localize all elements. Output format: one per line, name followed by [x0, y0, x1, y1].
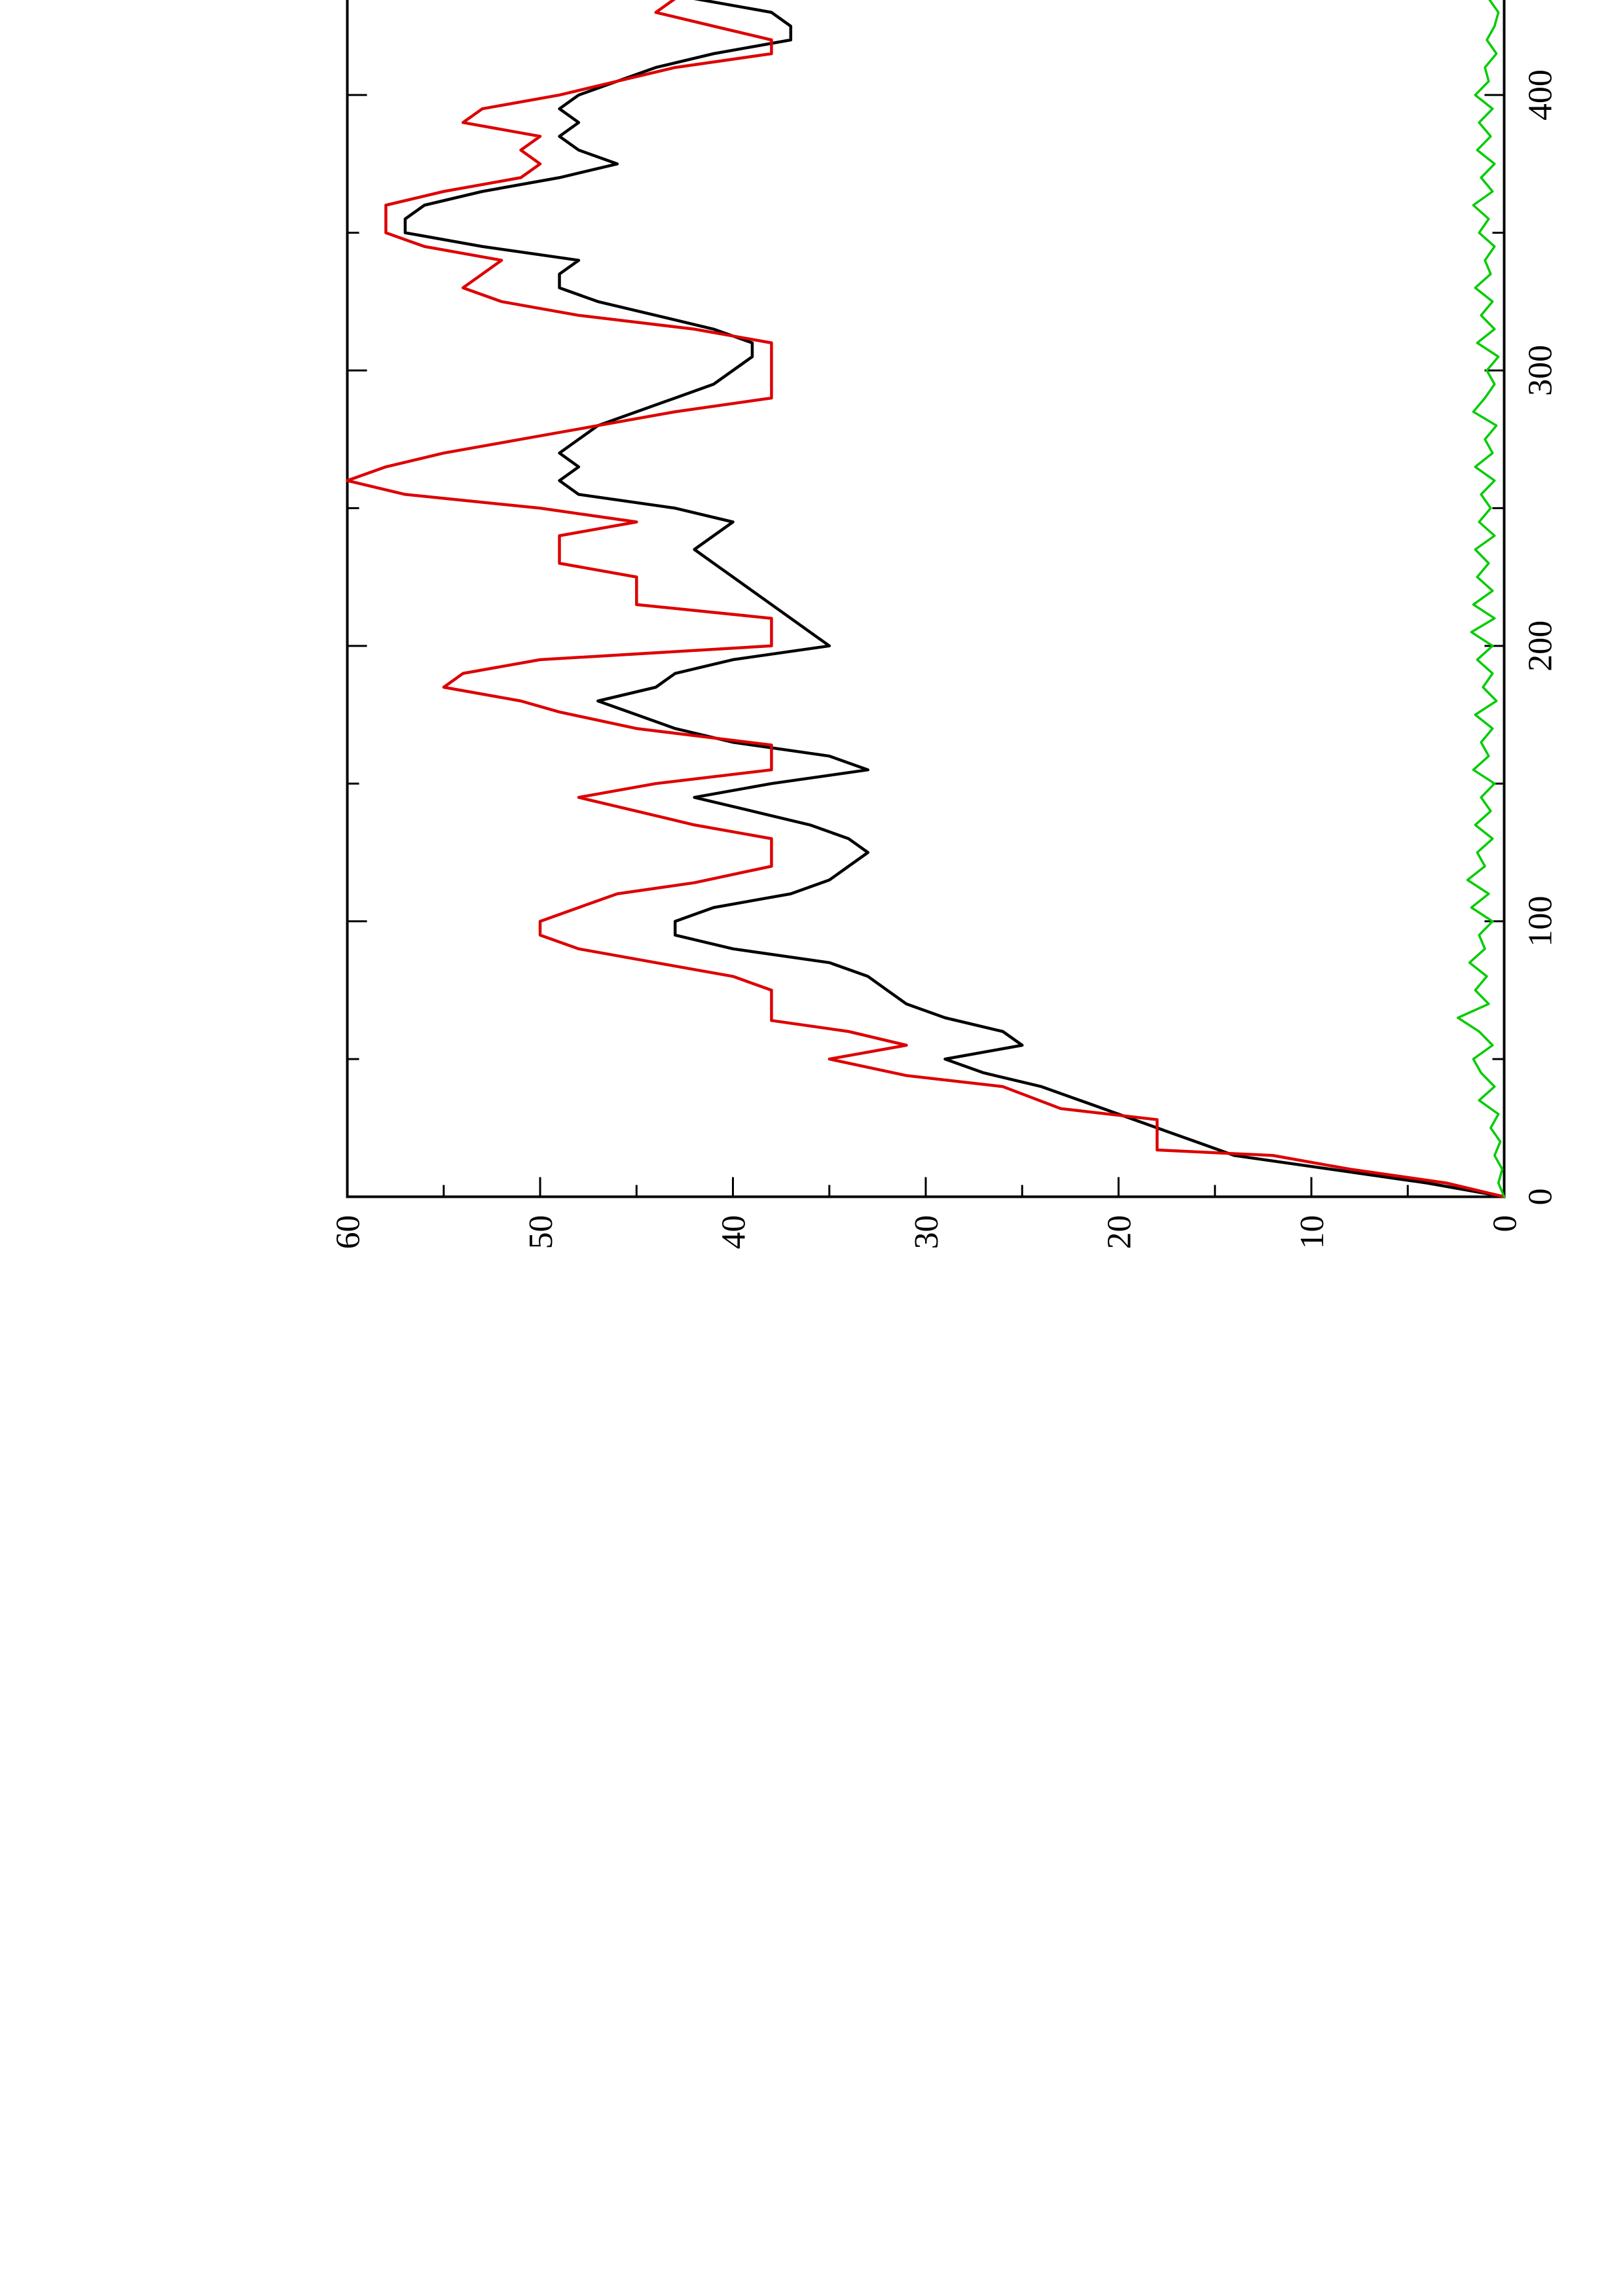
y-tick-label: 20 [1101, 1215, 1139, 1249]
x-tick-label: 300 [1522, 345, 1559, 396]
black-series-line [403, 0, 1506, 1198]
x-axis: 0100200300400500600 [347, 69, 1559, 1206]
y-tick-label: 0 [1487, 1215, 1524, 1232]
y-tick-label: 60 [330, 1215, 367, 1249]
x-tick-label: 0 [1522, 1189, 1559, 1206]
x-tick-label: 200 [1522, 620, 1559, 672]
y-tick-label: 50 [522, 1215, 560, 1249]
y-tick-label: 30 [908, 1215, 945, 1249]
green-series-line [1457, 0, 1506, 1198]
red-series-line [346, 0, 1506, 1198]
x-tick-label: 100 [1522, 896, 1559, 947]
y-axis: 0 10 20 30 40 50 60 [330, 1177, 1524, 1249]
y-tick-label: 10 [1294, 1215, 1331, 1249]
y-tick-label: 40 [716, 1215, 753, 1249]
series-layer [346, 0, 1506, 1198]
plot-border [346, 0, 1506, 1198]
plot-frame [346, 0, 1506, 1198]
x-tick-label: 400 [1522, 69, 1559, 120]
